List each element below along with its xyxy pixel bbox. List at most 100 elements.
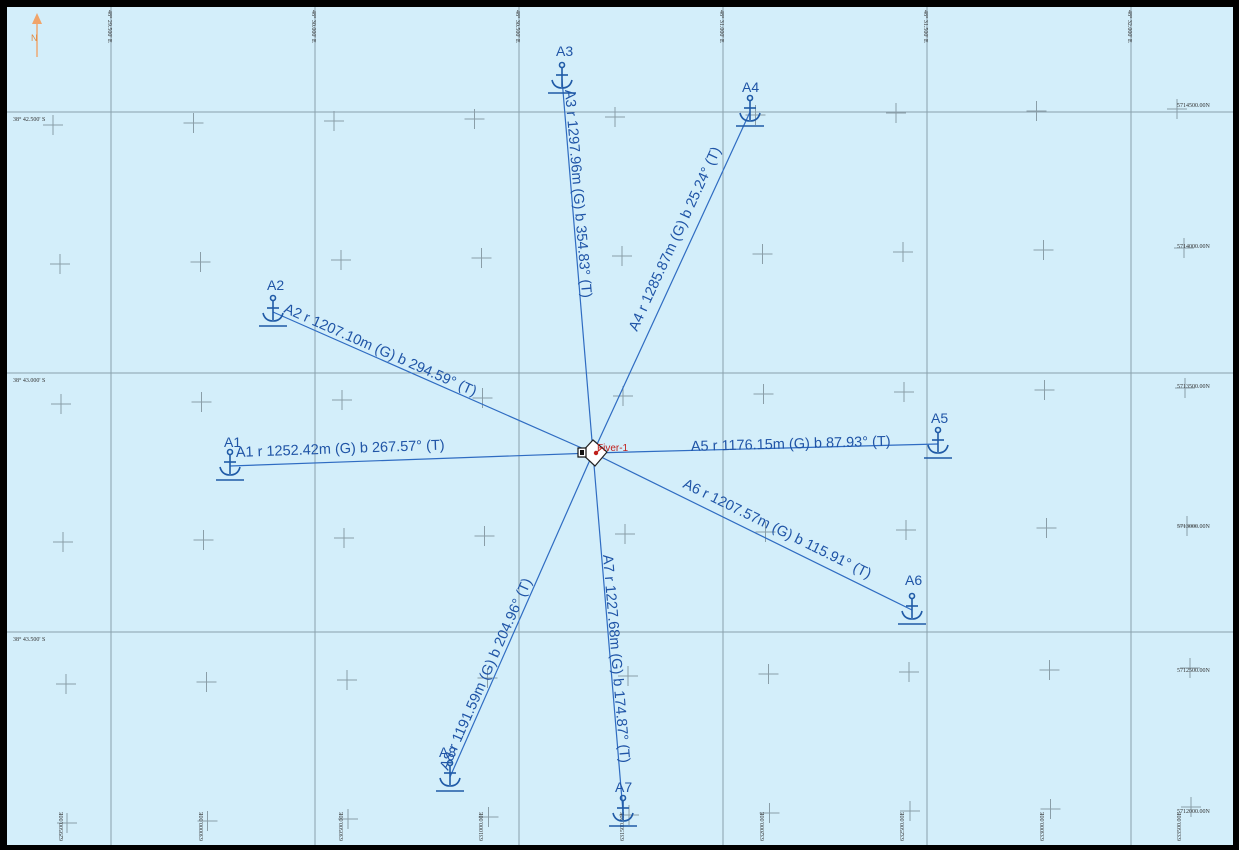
- grid-cross-icon: [197, 811, 218, 831]
- anchor-a2[interactable]: A2 r 1207.10m (G) b 294.59° (T) A2: [259, 277, 594, 454]
- grid-cross-icon: [758, 664, 779, 684]
- grid-cross-icon: [753, 384, 774, 404]
- mooring-line-label: A7 r 1227.68m (G) b 174.87° (T): [599, 554, 632, 763]
- anchor-icon: [898, 592, 926, 625]
- mooring-line: [592, 111, 751, 454]
- mooring-line: [592, 452, 913, 611]
- anchor-a1[interactable]: A1 r 1252.42m (G) b 267.57° (T)A1: [216, 434, 594, 481]
- grid-cross-icon: [612, 246, 632, 266]
- grid-cross-icon: [51, 394, 71, 414]
- longitude-label: 48° 30.500' E: [514, 10, 521, 43]
- grid-cross-icon: [752, 244, 773, 264]
- mooring-line-label: A4 r 1285.87m (G) b 25.24° (T): [626, 145, 725, 334]
- grid-cross-icon: [893, 242, 913, 262]
- easting-label: 633000.00E: [1040, 812, 1046, 842]
- grid-cross-icon: [331, 250, 351, 270]
- grid-cross-icon: [190, 252, 211, 272]
- grid-cross-icon: [1026, 101, 1047, 121]
- grid-cross-icon: [1175, 378, 1195, 398]
- longitude-label: 48° 30.000' E: [310, 10, 317, 43]
- mooring-line: [561, 78, 594, 454]
- northing-label: 5712000.00N: [1177, 809, 1211, 815]
- longitude-label: 48° 29.500' E: [106, 10, 113, 43]
- anchor-icon: [436, 759, 464, 792]
- latitude-label: 38° 43.000' S: [13, 377, 45, 384]
- anchor-name: A1: [224, 434, 241, 450]
- grid-cross-icon: [478, 807, 499, 827]
- anchor-a5[interactable]: A5 r 1176.15m (G) b 87.93° (T) A5: [592, 410, 952, 459]
- anchor-a6[interactable]: A6 r 1207.57m (G) b 115.91° (T) A6: [592, 452, 926, 625]
- north-arrow-label: N: [31, 33, 38, 43]
- grid-cross-icon: [755, 522, 776, 542]
- anchor-a3[interactable]: A3 r 1297.96m (G) b 354.83° (T) A3: [548, 43, 594, 454]
- northing-label: 5713500.00N: [1177, 384, 1211, 390]
- chart-viewport[interactable]: 48° 29.500' E 48° 30.000' E 48° 30.500' E 4…: [7, 7, 1233, 845]
- anchor-a4[interactable]: A4 r 1285.87m (G) b 25.24° (T) A4: [592, 79, 764, 454]
- northing-label: 5712500.00N: [1177, 668, 1211, 674]
- grid-cross-icon: [1040, 799, 1061, 819]
- anchor-name: A2: [267, 277, 284, 293]
- anchor-name: A6: [905, 572, 922, 588]
- north-arrow-icon: N: [31, 13, 42, 57]
- grid-cross-icon: [191, 392, 212, 412]
- easting-label: 632500.00E: [900, 812, 906, 842]
- grid-cross-icon: [334, 528, 354, 548]
- grid-cross-icon: [464, 109, 485, 129]
- anchor-name: A7: [615, 779, 632, 795]
- latitude-label: 38° 42.500' S: [13, 116, 45, 123]
- grid-cross-icon: [899, 662, 919, 682]
- easting-label: 631000.00E: [479, 812, 485, 842]
- easting-label: 633500.00E: [1177, 812, 1183, 842]
- anchor-icon: [259, 294, 287, 327]
- longitude-label: 48° 31.000' E: [718, 10, 725, 43]
- anchor-icon: [609, 794, 637, 827]
- northing-label: 5714500.00N: [1177, 103, 1211, 109]
- anchor-icon: [548, 61, 576, 94]
- grid-cross-icon: [43, 115, 63, 135]
- mooring-line-label: A5 r 1176.15m (G) b 87.93° (T): [691, 434, 891, 455]
- grid-cross-icon: [896, 520, 916, 540]
- anchor-name: A4: [742, 79, 759, 95]
- grid-cross-icon: [1167, 99, 1187, 119]
- grid-cross-icon: [1034, 380, 1055, 400]
- grid-cross-icon: [613, 386, 633, 406]
- grid-cross-icon: [1174, 238, 1194, 258]
- grid-cross-icon: [1036, 518, 1057, 538]
- mooring-line-label: A3 r 1297.96m (G) b 354.83° (T): [561, 89, 594, 298]
- northing-label: 5713000.00N: [1177, 524, 1211, 530]
- grid-cross-icon: [56, 674, 76, 694]
- anchor-name: A3: [556, 43, 573, 59]
- coordinate-labels: 48° 29.500' E 48° 30.000' E 48° 30.500' E 4…: [13, 10, 1211, 841]
- nautical-chart[interactable]: 48° 29.500' E 48° 30.000' E 48° 30.500' E 4…: [7, 7, 1233, 845]
- grid-cross-icon: [474, 526, 495, 546]
- easting-label: 632000.00E: [760, 812, 766, 842]
- longitude-label: 48° 32.000' E: [1126, 10, 1133, 43]
- easting-label: 630000.00E: [199, 812, 205, 842]
- grid-cross-icon: [886, 103, 906, 123]
- anchor-a8[interactable]: A8 r 1191.59m (G) b 204.96° (T)A8: [436, 452, 594, 792]
- grid-cross-icon: [338, 809, 358, 829]
- anchor-icon: [736, 94, 764, 127]
- anchor-a7[interactable]: A7 r 1227.68m (G) b 174.87° (T) A7: [592, 452, 637, 827]
- grid-cross-icon: [618, 666, 638, 686]
- grid-cross-icon: [332, 390, 352, 410]
- anchor-name: A5: [931, 410, 948, 426]
- grid-cross-icon: [894, 382, 914, 402]
- grid-cross-icon: [1039, 660, 1060, 680]
- anchor-icon: [216, 448, 244, 481]
- northing-label: 5714000.00N: [1177, 244, 1211, 250]
- utm-grid-crosses: [43, 99, 1201, 833]
- grid-cross-icon: [605, 107, 625, 127]
- anchor-name: A8: [439, 744, 456, 760]
- grid-cross-icon: [324, 111, 344, 131]
- grid-cross-icon: [50, 254, 70, 274]
- easting-label: 630500.00E: [339, 812, 345, 842]
- mooring-line: [592, 452, 624, 813]
- mooring-line-label: A2 r 1207.10m (G) b 294.59° (T): [281, 301, 479, 400]
- grid-cross-icon: [1181, 797, 1201, 817]
- rig-marker[interactable]: Fiver-1: [577, 439, 629, 467]
- grid-cross-icon: [1177, 516, 1197, 536]
- mooring-line: [229, 452, 594, 467]
- grid-cross-icon: [1033, 240, 1054, 260]
